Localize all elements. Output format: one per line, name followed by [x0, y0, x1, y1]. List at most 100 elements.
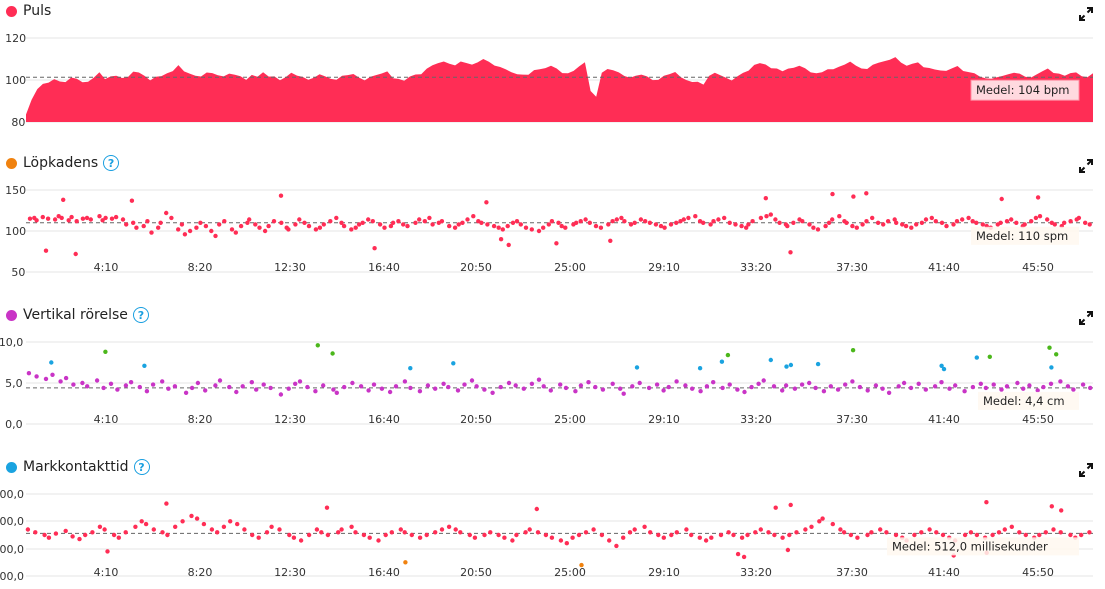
- cadence-point: [198, 220, 203, 225]
- vertical-oscillation-point: [342, 384, 347, 390]
- ground-contact-point: [709, 535, 714, 540]
- vertical-oscillation-point: [63, 375, 69, 381]
- vertical-oscillation-point: [828, 384, 833, 389]
- vertical-oscillation-point: [865, 388, 870, 393]
- vertical-oscillation-point: [939, 380, 944, 385]
- cadence-point: [811, 225, 816, 230]
- ground-contact-point: [180, 519, 185, 524]
- ground-contact-point: [349, 524, 354, 529]
- ground-contact-point: [165, 532, 170, 538]
- ground-contact-point: [576, 532, 582, 538]
- vertical-oscillation-point: [160, 379, 165, 384]
- cadence-point: [1068, 219, 1073, 224]
- vertical-oscillation-expand-icon[interactable]: [1079, 311, 1093, 325]
- cadence-point: [66, 218, 71, 223]
- vertical-oscillation-point: [1065, 384, 1071, 389]
- cadence-point: [321, 222, 326, 227]
- cadence-point: [686, 215, 691, 221]
- cadence-point: [484, 200, 489, 205]
- vertical-oscillation-point: [331, 387, 336, 392]
- x-tick-label: 20:50: [460, 566, 492, 579]
- ground-contact-point: [25, 527, 31, 532]
- ground-contact-point: [164, 501, 169, 506]
- ground-contact-point: [383, 532, 388, 538]
- x-tick-label: 16:40: [368, 566, 400, 579]
- ground-contact-point: [319, 530, 324, 535]
- average-label: Medel: 512,0 millisekunder: [887, 537, 1079, 556]
- ground-contact-expand-icon[interactable]: [1079, 463, 1093, 477]
- x-tick-label: 29:10: [648, 566, 680, 579]
- cadence-point: [510, 220, 516, 225]
- ground-contact-point: [160, 530, 165, 535]
- ground-contact-point: [417, 535, 423, 540]
- cadence-point: [334, 215, 339, 221]
- vertical-oscillation-point: [1047, 345, 1052, 350]
- cadence-point: [643, 219, 648, 224]
- cadence-point: [598, 225, 604, 230]
- cadence-point: [1033, 215, 1039, 221]
- cadence-point: [286, 227, 291, 232]
- vertical-oscillation-point: [408, 366, 413, 371]
- ground-contact-point: [642, 524, 647, 529]
- ground-contact-point: [1037, 532, 1042, 538]
- ground-contact-panel: Markkontakttid ? 800,0 600,0 400,0 200,0 4:1…: [0, 454, 1105, 589]
- vertical-oscillation-point: [735, 387, 740, 392]
- cadence-point: [69, 214, 74, 220]
- vertical-oscillation-point: [254, 387, 259, 392]
- vertical-oscillation-point: [293, 381, 298, 386]
- cadence-point: [222, 219, 227, 224]
- vertical-oscillation-point: [469, 378, 475, 383]
- cadence-expand-icon[interactable]: [1079, 159, 1093, 173]
- ground-contact-point: [893, 532, 899, 538]
- cadence-point: [823, 223, 828, 229]
- cadence-point: [73, 251, 78, 257]
- ground-contact-point: [398, 527, 403, 532]
- ground-contact-point: [264, 530, 270, 535]
- vertical-oscillation-point: [142, 363, 147, 368]
- average-label-box: [887, 537, 1079, 556]
- vertical-oscillation-point: [261, 382, 266, 387]
- vertical-oscillation-point: [536, 377, 542, 382]
- vertical-oscillation-point: [1035, 388, 1040, 393]
- vertical-oscillation-point: [371, 382, 377, 387]
- y-tick-label: 5,0: [5, 377, 23, 390]
- cadence-panel: Löpkadens ? 150 100 50 4:10 8:20 12:30 16:40 20…: [0, 150, 1105, 280]
- ground-contact-point: [314, 527, 320, 532]
- vertical-oscillation-point: [103, 349, 108, 354]
- vertical-oscillation-point: [558, 382, 563, 387]
- cadence-point: [708, 222, 713, 227]
- ground-contact-point: [269, 524, 274, 529]
- cadence-help-icon[interactable]: ?: [103, 155, 120, 171]
- cadence-point: [353, 225, 358, 230]
- cadence-point: [131, 220, 136, 225]
- vertical-oscillation-help-icon[interactable]: ?: [132, 307, 149, 323]
- ground-contact-point: [735, 551, 741, 557]
- cadence-point: [103, 215, 108, 221]
- cadence-point: [1037, 214, 1043, 219]
- x-tick-label: 8:20: [188, 566, 213, 579]
- vertical-oscillation-point: [654, 382, 660, 387]
- ground-contact-point: [579, 562, 584, 568]
- cadence-point: [1087, 222, 1092, 227]
- ground-contact-point: [325, 532, 331, 538]
- y-tick-label: 150: [5, 184, 26, 197]
- pulse-expand-icon[interactable]: [1079, 7, 1093, 21]
- ground-contact-point: [201, 521, 207, 527]
- pulse-area-series: [26, 57, 1093, 122]
- cadence-point: [647, 220, 653, 225]
- cadence-point: [919, 220, 925, 225]
- ground-contact-help-icon[interactable]: ?: [133, 459, 150, 475]
- vertical-oscillation-color-dot: [6, 309, 17, 321]
- ground-contact-point: [123, 530, 128, 535]
- vertical-oscillation-point: [402, 379, 408, 384]
- cadence-point: [722, 215, 727, 221]
- vertical-oscillation-point: [490, 390, 495, 395]
- cadence-point: [417, 217, 422, 222]
- ground-contact-point: [919, 530, 924, 535]
- cadence-point: [900, 222, 905, 227]
- vertical-oscillation-point: [297, 379, 303, 384]
- cadence-point: [257, 225, 262, 230]
- ground-contact-point: [1087, 530, 1092, 535]
- ground-contact-point: [787, 532, 792, 538]
- x-tick-label: 45:50: [1022, 261, 1054, 274]
